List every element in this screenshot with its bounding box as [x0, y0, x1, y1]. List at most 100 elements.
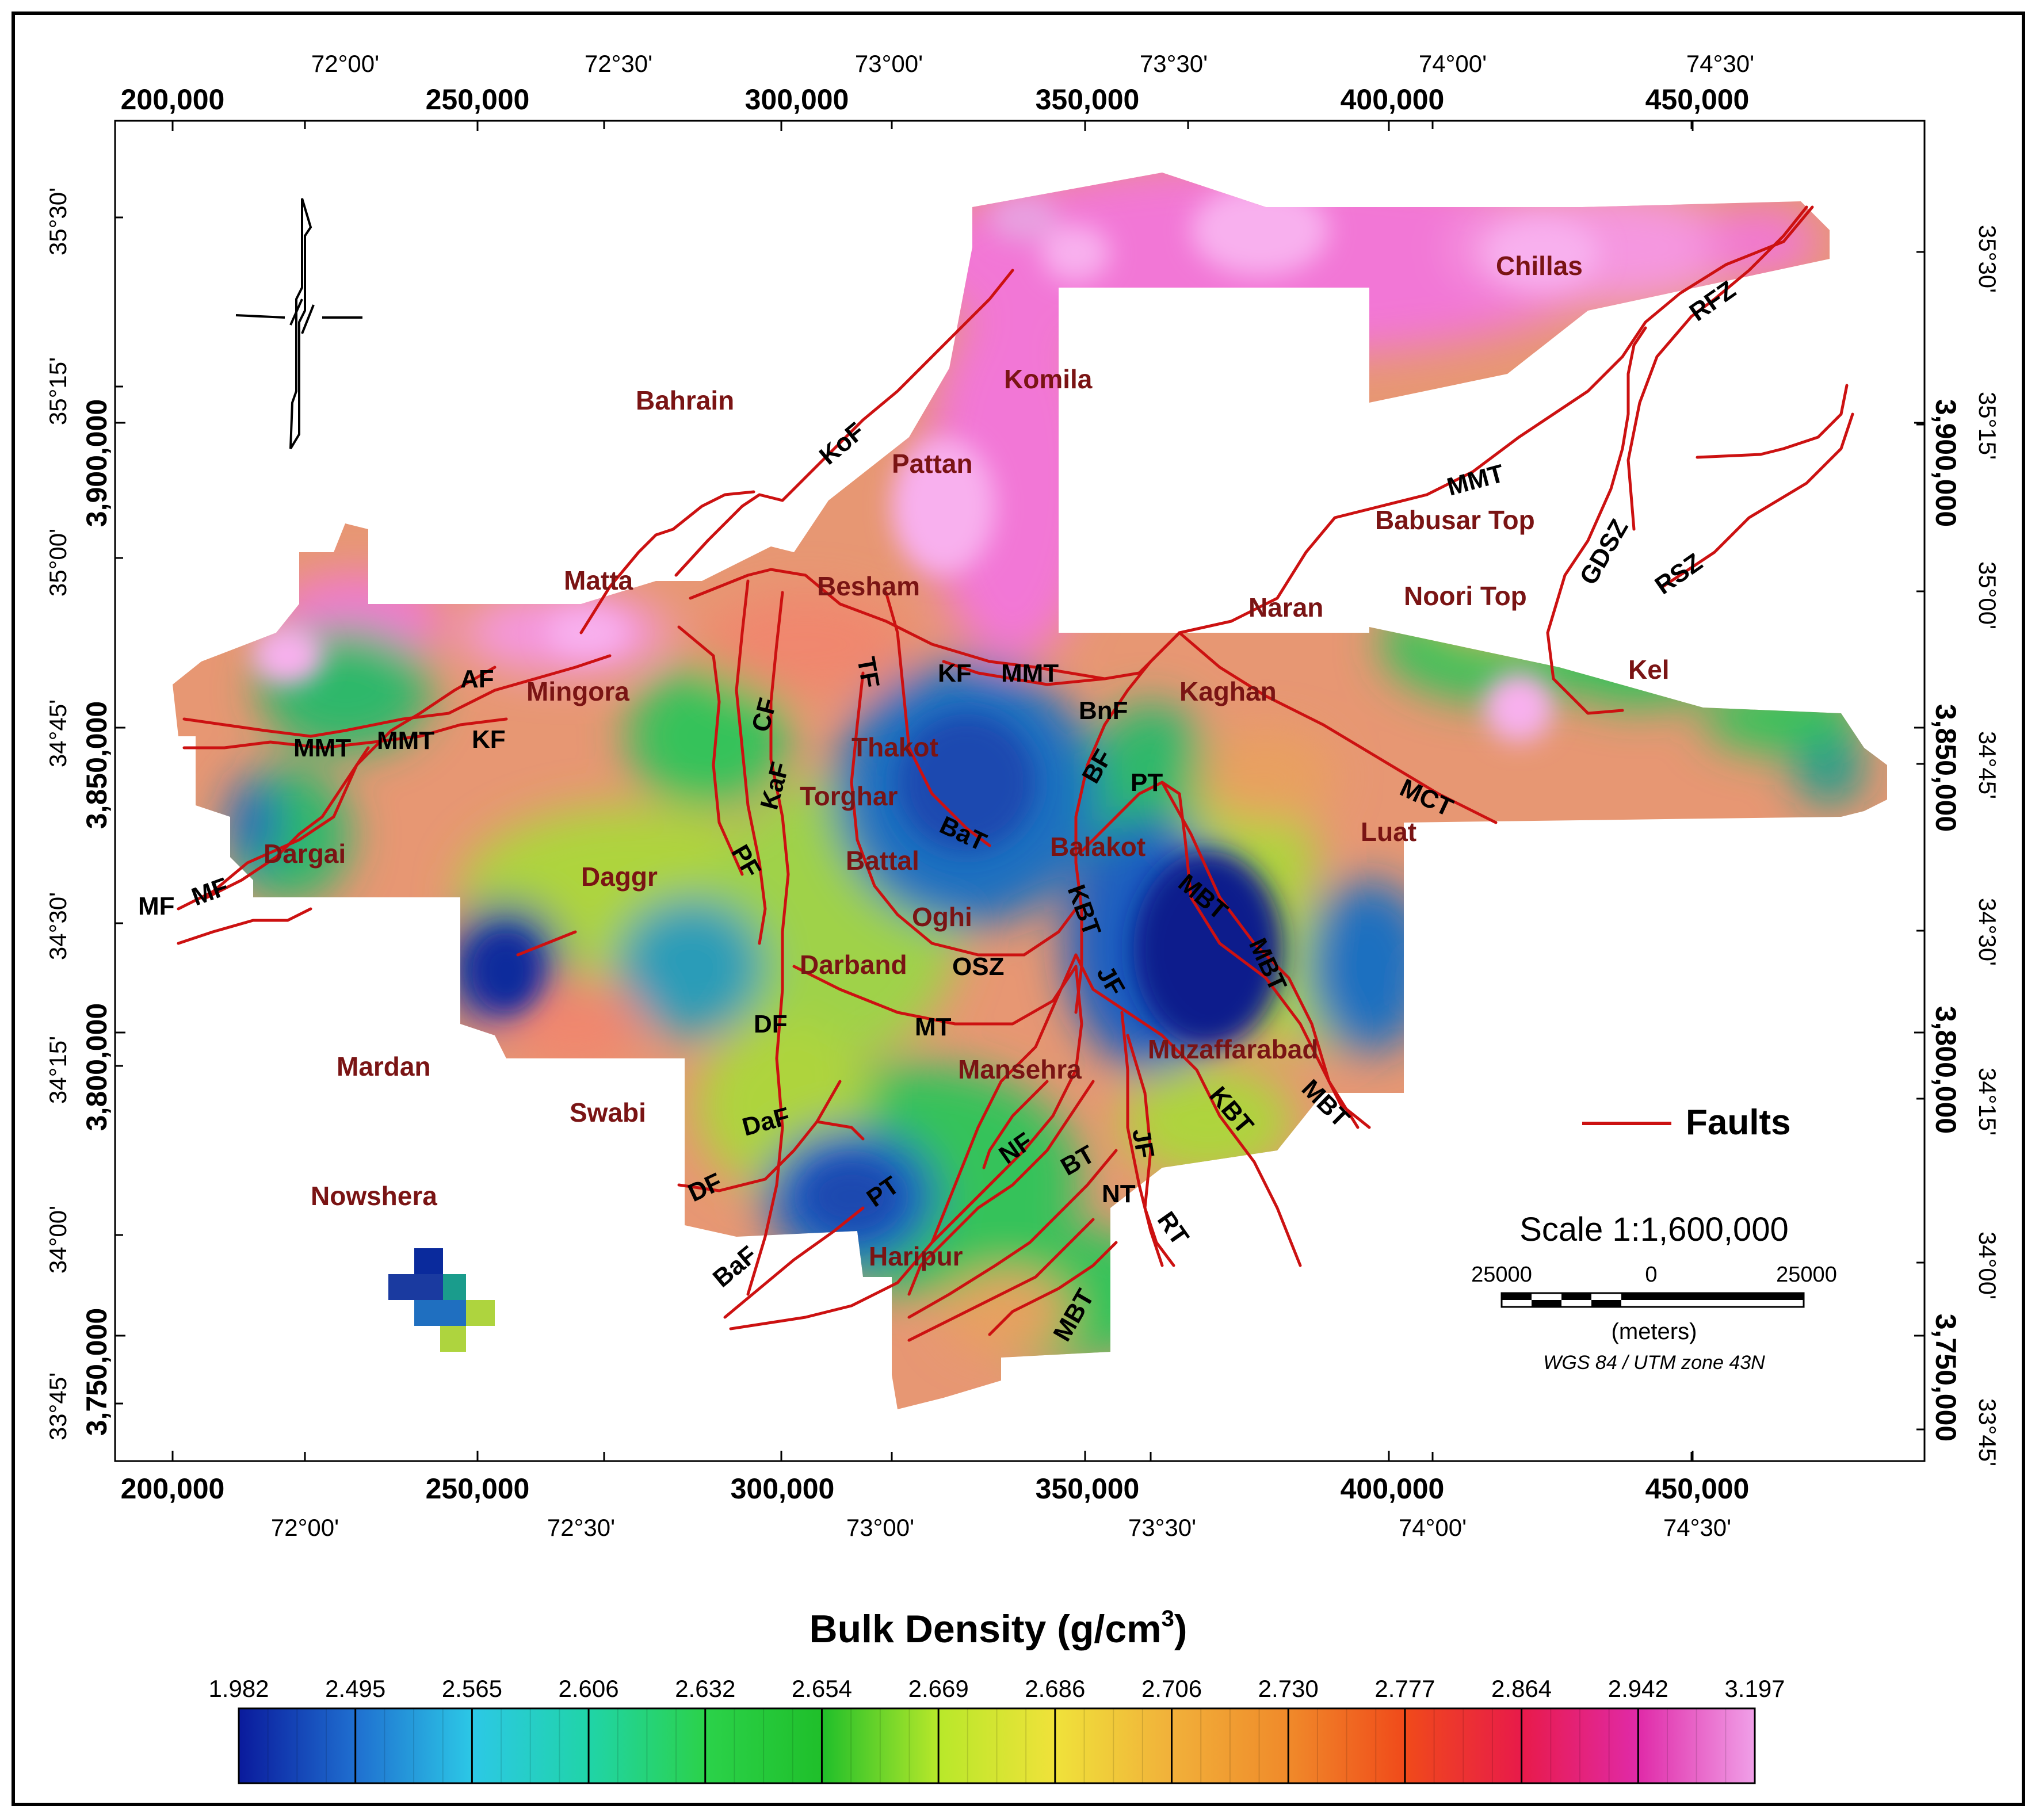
colorbar-value-label: 2.565: [442, 1675, 502, 1702]
right-utm-label: 3,800,000: [1930, 1006, 1962, 1134]
town-noori: Noori Top: [1404, 581, 1527, 611]
top-utm-label: 450,000: [1645, 83, 1750, 116]
colorbar-value-label: 2.606: [559, 1675, 619, 1702]
fault-label-kf1: KF: [938, 659, 972, 687]
town-labels: Chillas Bahrain Komila Pattan Babusar To…: [264, 251, 1670, 1271]
fault-label-mmt3: MMT: [293, 734, 351, 762]
left-utm-label: 3,850,000: [81, 701, 113, 829]
colorbar-segment: [1288, 1708, 1406, 1783]
top-deg-label: 73°30': [1140, 50, 1208, 77]
colorbar-segment: [355, 1708, 472, 1783]
colorbar-value-label: 3.197: [1724, 1675, 1785, 1702]
scale-bar: Scale 1:1,600,000 25000 0 25000 (meters)…: [1471, 1211, 1837, 1374]
colorbar-value-label: 2.495: [325, 1675, 385, 1702]
bottom-axis: 200,000 250,000 300,000 350,000 400,000 …: [121, 1473, 1750, 1541]
colorbar-segment: [1171, 1708, 1289, 1783]
colorbar: 1.982 2.495 2.565 2.606 2.632 2.654 2.669 2.686…: [208, 1675, 1785, 1784]
right-deg-label: 35°15': [1974, 392, 2001, 460]
top-deg-label: 74°30': [1686, 50, 1754, 77]
fault-label-kf2: KF: [472, 725, 506, 754]
fault-label-jf2: JF: [1127, 1126, 1159, 1160]
fault-label-baf: BaF: [708, 1241, 762, 1293]
town-dargai: Dargai: [264, 839, 346, 869]
density-surface: [173, 173, 1887, 1409]
outlier-block: [388, 1248, 495, 1352]
town-naran: Naran: [1248, 592, 1323, 622]
bottom-deg-label: 73°30': [1128, 1514, 1196, 1541]
town-mingora: Mingora: [526, 676, 629, 706]
town-haripur: Haripur: [869, 1241, 963, 1271]
colorbar-segment: [938, 1708, 1056, 1783]
top-deg-label: 73°00': [855, 50, 923, 77]
faults-legend: Faults: [1582, 1103, 1791, 1142]
fault-label-af: AF: [460, 665, 494, 693]
town-babusar: Babusar Top: [1375, 505, 1535, 535]
scale-right: 25000: [1776, 1263, 1837, 1287]
plot-frame: [114, 120, 1926, 1462]
town-chillas: Chillas: [1496, 251, 1583, 281]
right-deg-label: 34°45': [1974, 731, 2001, 799]
scale-mid: 0: [1645, 1263, 1657, 1287]
fault-label-rsz: RSZ: [1650, 548, 1708, 601]
right-deg-label: 34°30': [1974, 898, 2001, 966]
colorbar-segment: [239, 1708, 356, 1783]
blur-layer-fine: [253, 184, 1599, 1231]
left-deg-label: 35°15': [44, 357, 71, 425]
right-deg-label: 33°45': [1974, 1398, 2001, 1466]
town-matta: Matta: [564, 565, 633, 595]
town-bahrain: Bahrain: [636, 385, 734, 415]
left-deg-label: 34°30': [44, 892, 71, 960]
town-balakot: Balakot: [1050, 832, 1145, 862]
scale-left: 25000: [1471, 1263, 1532, 1287]
town-kaghan: Kaghan: [1179, 676, 1277, 706]
right-deg-label: 35°00': [1974, 561, 2001, 629]
bottom-deg-label: 72°00': [271, 1514, 339, 1541]
town-muzaffarabad: Muzaffarabad: [1148, 1034, 1318, 1064]
colorbar-segment: [822, 1708, 939, 1783]
town-oghi: Oghi: [912, 902, 972, 932]
left-deg-label: 35°00': [44, 529, 71, 597]
top-utm-label: 300,000: [745, 83, 849, 116]
fault-label-mt: MT: [915, 1013, 952, 1041]
scale-units: (meters): [1612, 1319, 1697, 1344]
bottom-utm-label: 250,000: [426, 1473, 530, 1505]
colorbar-segment: [1404, 1708, 1522, 1783]
town-battal: Battal: [846, 846, 919, 875]
right-deg-label: 34°00': [1974, 1232, 2001, 1299]
colorbar-title: Bulk Density (g/cm3): [809, 1606, 1187, 1651]
colorbar-value-label: 2.669: [908, 1675, 969, 1702]
colorbar-value-label: 1.982: [208, 1675, 269, 1702]
scale-projection: WGS 84 / UTM zone 43N: [1543, 1352, 1765, 1374]
town-luat: Luat: [1361, 817, 1416, 847]
colorbar-value-label: 2.654: [792, 1675, 852, 1702]
colorbar-value-label: 2.730: [1258, 1675, 1319, 1702]
fault-label-bnf: BnF: [1079, 697, 1128, 725]
fault-label-mmt4: MMT: [377, 727, 434, 755]
left-utm-label: 3,900,000: [81, 399, 113, 527]
colorbar-value-label: 2.632: [675, 1675, 735, 1702]
town-swabi: Swabi: [570, 1098, 646, 1127]
colorbar-segment: [1521, 1708, 1639, 1783]
colorbar-value-label: 2.864: [1491, 1675, 1552, 1702]
bottom-deg-label: 74°00': [1399, 1514, 1467, 1541]
colorbar-segment: [472, 1708, 589, 1783]
town-komila: Komila: [1004, 364, 1093, 394]
town-besham: Besham: [817, 571, 920, 601]
top-utm-label: 200,000: [121, 83, 225, 116]
left-deg-label: 34°15': [44, 1036, 71, 1104]
left-utm-label: 3,800,000: [81, 1003, 113, 1131]
colorbar-title-main: Bulk Density (g/cm: [809, 1607, 1161, 1651]
right-deg-label: 34°15': [1974, 1068, 2001, 1135]
left-deg-label: 33°45': [44, 1372, 71, 1440]
bottom-deg-label: 72°30': [547, 1514, 615, 1541]
right-axis: 3,900,000 3,850,000 3,800,000 3,750,000 …: [1930, 225, 2001, 1466]
town-mansehra: Mansehra: [958, 1054, 1082, 1084]
top-deg-label: 72°00': [311, 50, 379, 77]
colorbar-value-label: 2.686: [1025, 1675, 1085, 1702]
fault-label-mmt1: MMT: [1444, 459, 1507, 501]
top-axis: 200,000 250,000 300,000 350,000 400,000 …: [121, 50, 1755, 116]
town-torghar: Torghar: [800, 781, 898, 811]
bottom-utm-label: 300,000: [731, 1473, 835, 1505]
colorbar-segment: [705, 1708, 822, 1783]
